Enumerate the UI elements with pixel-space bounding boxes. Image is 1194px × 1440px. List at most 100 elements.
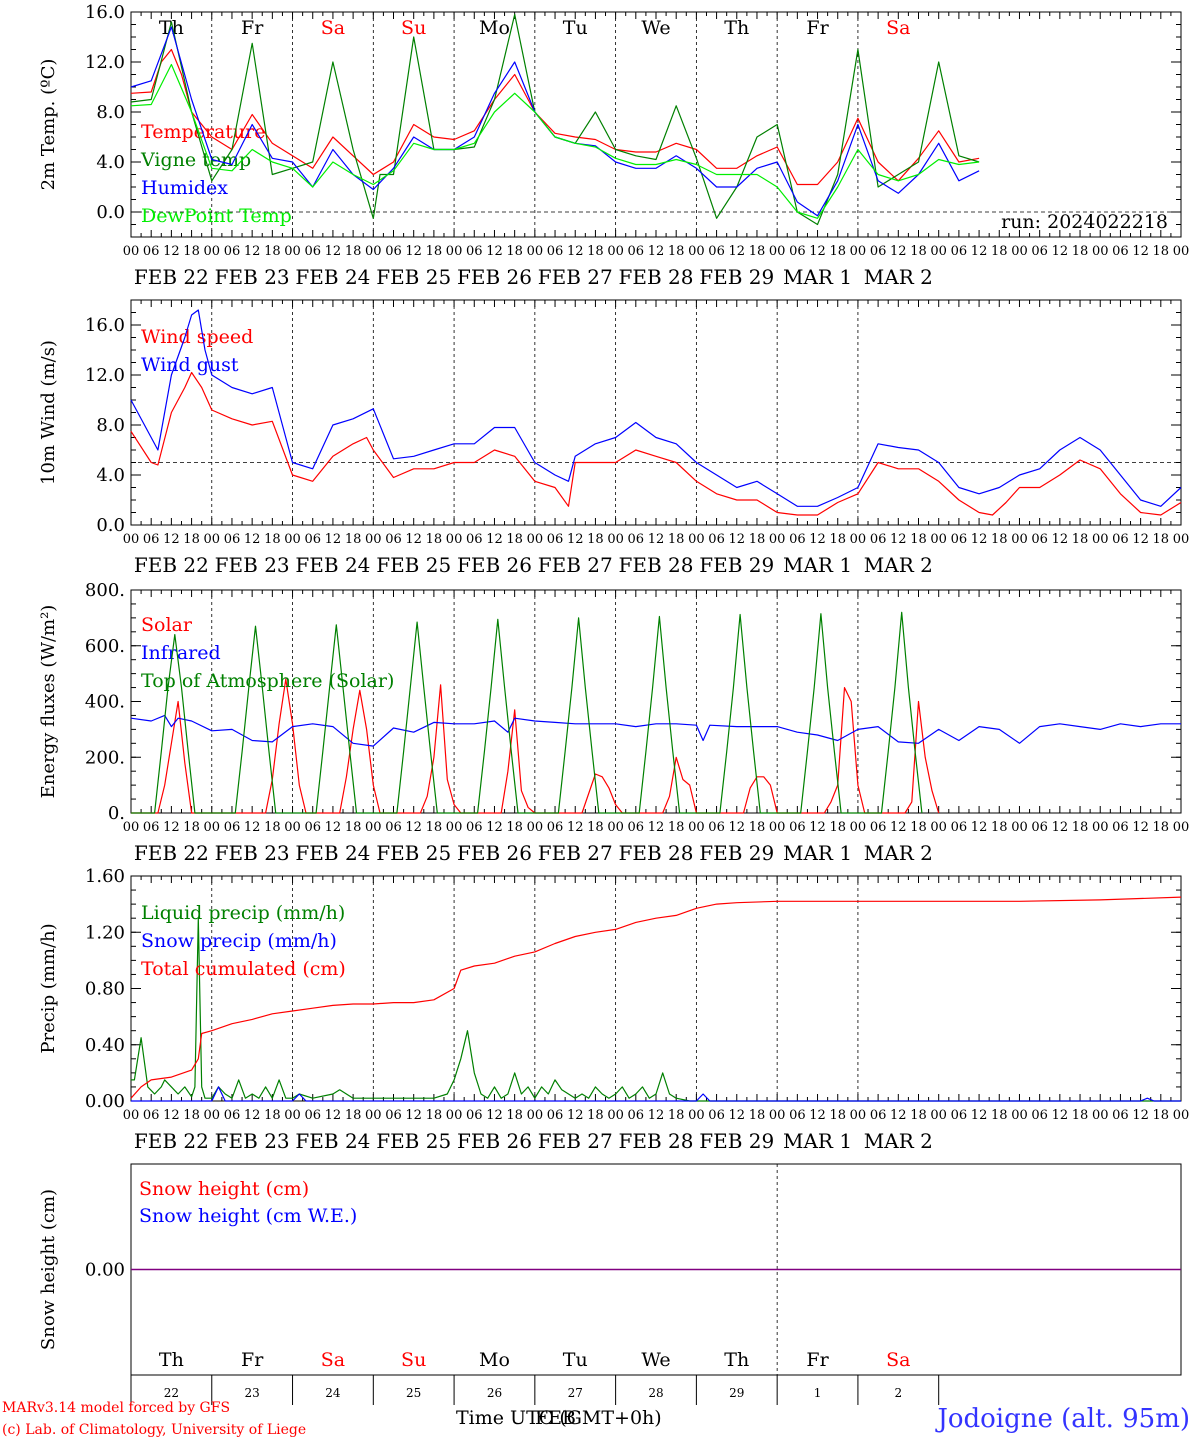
x-hour-label: 12: [728, 820, 745, 835]
x-hour-label: 06: [385, 532, 402, 547]
x-hour-label: 00: [607, 1108, 624, 1123]
day-number-label: 22: [164, 1386, 179, 1400]
x-date-label: MAR 1: [783, 265, 852, 289]
x-hour-label: 18: [1072, 244, 1089, 259]
x-date-label: FEB 24: [295, 265, 370, 289]
panel-3: 0. 200. 400. 600. 800. Energy fluxes (W/m²) 00…: [38, 580, 1189, 865]
x-hour-label: 00: [203, 532, 220, 547]
y-tick-label: 0.80: [85, 979, 125, 1000]
x-hour-label: 06: [708, 820, 725, 835]
x-hour-label: 06: [951, 1108, 968, 1123]
x-hour-label: 18: [345, 820, 362, 835]
x-date-label: FEB 28: [619, 553, 694, 577]
x-hour-label: 18: [345, 244, 362, 259]
x-hour-label: 06: [466, 532, 483, 547]
x-date-label: FEB 28: [619, 265, 694, 289]
x-hour-label: 18: [829, 244, 846, 259]
x-hour-label: 18: [1153, 532, 1170, 547]
x-hour-label: 00: [607, 244, 624, 259]
x-hour-label: 06: [628, 820, 645, 835]
x-hour-label: 18: [426, 532, 443, 547]
x-hour-label: 00: [284, 532, 301, 547]
x-hour-label: 12: [971, 1108, 988, 1123]
y-tick-label: 0.00: [85, 1091, 125, 1112]
x-date-label: FEB 24: [295, 841, 370, 865]
x-hour-label: 00: [607, 820, 624, 835]
x-hour-label: 18: [506, 532, 523, 547]
x-hour-label: 06: [466, 1108, 483, 1123]
x-hour-label: 00: [123, 244, 140, 259]
weekday-label: Su: [401, 1349, 426, 1371]
x-hour-label: 06: [143, 1108, 160, 1123]
x-date-label: MAR 2: [864, 265, 933, 289]
x-hour-label: 00: [1011, 244, 1028, 259]
x-date-label: FEB 26: [457, 265, 532, 289]
x-hour-label: 18: [1153, 244, 1170, 259]
x-hour-label: 12: [1052, 532, 1069, 547]
x-hour-label: 18: [506, 820, 523, 835]
y-axis-label: Snow height (cm): [38, 1189, 59, 1350]
x-hour-label: 12: [1132, 1108, 1149, 1123]
y-tick-label: 0.00: [85, 1260, 125, 1281]
x-hour-label: 06: [951, 532, 968, 547]
x-date-label: FEB 22: [134, 1129, 209, 1153]
legend-entry: Infrared: [141, 642, 221, 664]
y-tick-label: 600.: [85, 636, 125, 657]
x-hour-label: 00: [688, 532, 705, 547]
x-hour-label: 18: [1153, 1108, 1170, 1123]
x-hour-label: 12: [486, 1108, 503, 1123]
y-tick-label: 16.0: [85, 2, 125, 23]
y-axis-label: Energy fluxes (W/m²): [38, 605, 59, 799]
y-axis-label: 10m Wind (m/s): [38, 340, 59, 485]
x-hour-label: 12: [486, 532, 503, 547]
x-hour-label: 00: [446, 244, 463, 259]
x-date-label: FEB 24: [295, 553, 370, 577]
x-hour-label: 18: [749, 532, 766, 547]
x-hour-label: 18: [264, 1108, 281, 1123]
x-hour-label: 00: [446, 532, 463, 547]
weekday-label: Fr: [806, 17, 829, 39]
x-hour-label: 00: [930, 1108, 947, 1123]
x-hour-label: 18: [910, 1108, 927, 1123]
x-hour-label: 18: [668, 532, 685, 547]
x-hour-label: 06: [789, 244, 806, 259]
x-hour-label: 12: [890, 244, 907, 259]
legend-entry: Snow precip (mm/h): [141, 930, 337, 952]
lab-credit: (c) Lab. of Climatology, University of L…: [2, 1422, 306, 1438]
x-hour-label: 06: [385, 244, 402, 259]
weekday-label: Mo: [479, 17, 510, 39]
y-axis-label: Precip (mm/h): [38, 923, 59, 1053]
x-date-label: FEB 22: [134, 553, 209, 577]
x-date-label: FEB 29: [699, 553, 774, 577]
x-hour-label: 12: [244, 820, 261, 835]
x-hour-label: 18: [991, 1108, 1008, 1123]
plot-frame: [130, 11, 1182, 238]
x-hour-label: 12: [163, 532, 180, 547]
x-hour-label: 12: [971, 532, 988, 547]
y-tick-label: 0.: [108, 803, 125, 824]
time-axis-overlap: FEB: [535, 1407, 576, 1429]
series-line: [131, 611, 923, 814]
x-hour-label: 00: [850, 244, 867, 259]
series-line: [130, 13, 980, 226]
weekday-label: Mo: [479, 1349, 510, 1371]
x-date-label: FEB 23: [215, 553, 290, 577]
series-line: [130, 896, 1182, 1099]
x-hour-label: 06: [1112, 244, 1129, 259]
x-hour-label: 12: [1132, 244, 1149, 259]
x-hour-label: 12: [1132, 820, 1149, 835]
x-hour-label: 06: [466, 244, 483, 259]
x-date-label: FEB 23: [215, 265, 290, 289]
x-hour-label: 00: [850, 532, 867, 547]
weekday-label: We: [641, 17, 670, 39]
x-hour-label: 12: [1052, 1108, 1069, 1123]
time-axis-label: Time UTC (GMT+0h): [456, 1407, 662, 1429]
x-hour-label: 12: [244, 532, 261, 547]
x-hour-label: 12: [971, 244, 988, 259]
x-date-label: FEB 25: [376, 1129, 451, 1153]
x-hour-label: 18: [426, 820, 443, 835]
x-hour-label: 00: [1092, 244, 1109, 259]
x-hour-label: 12: [405, 1108, 422, 1123]
x-hour-label: 06: [547, 244, 564, 259]
y-tick-label: 200.: [85, 747, 125, 768]
